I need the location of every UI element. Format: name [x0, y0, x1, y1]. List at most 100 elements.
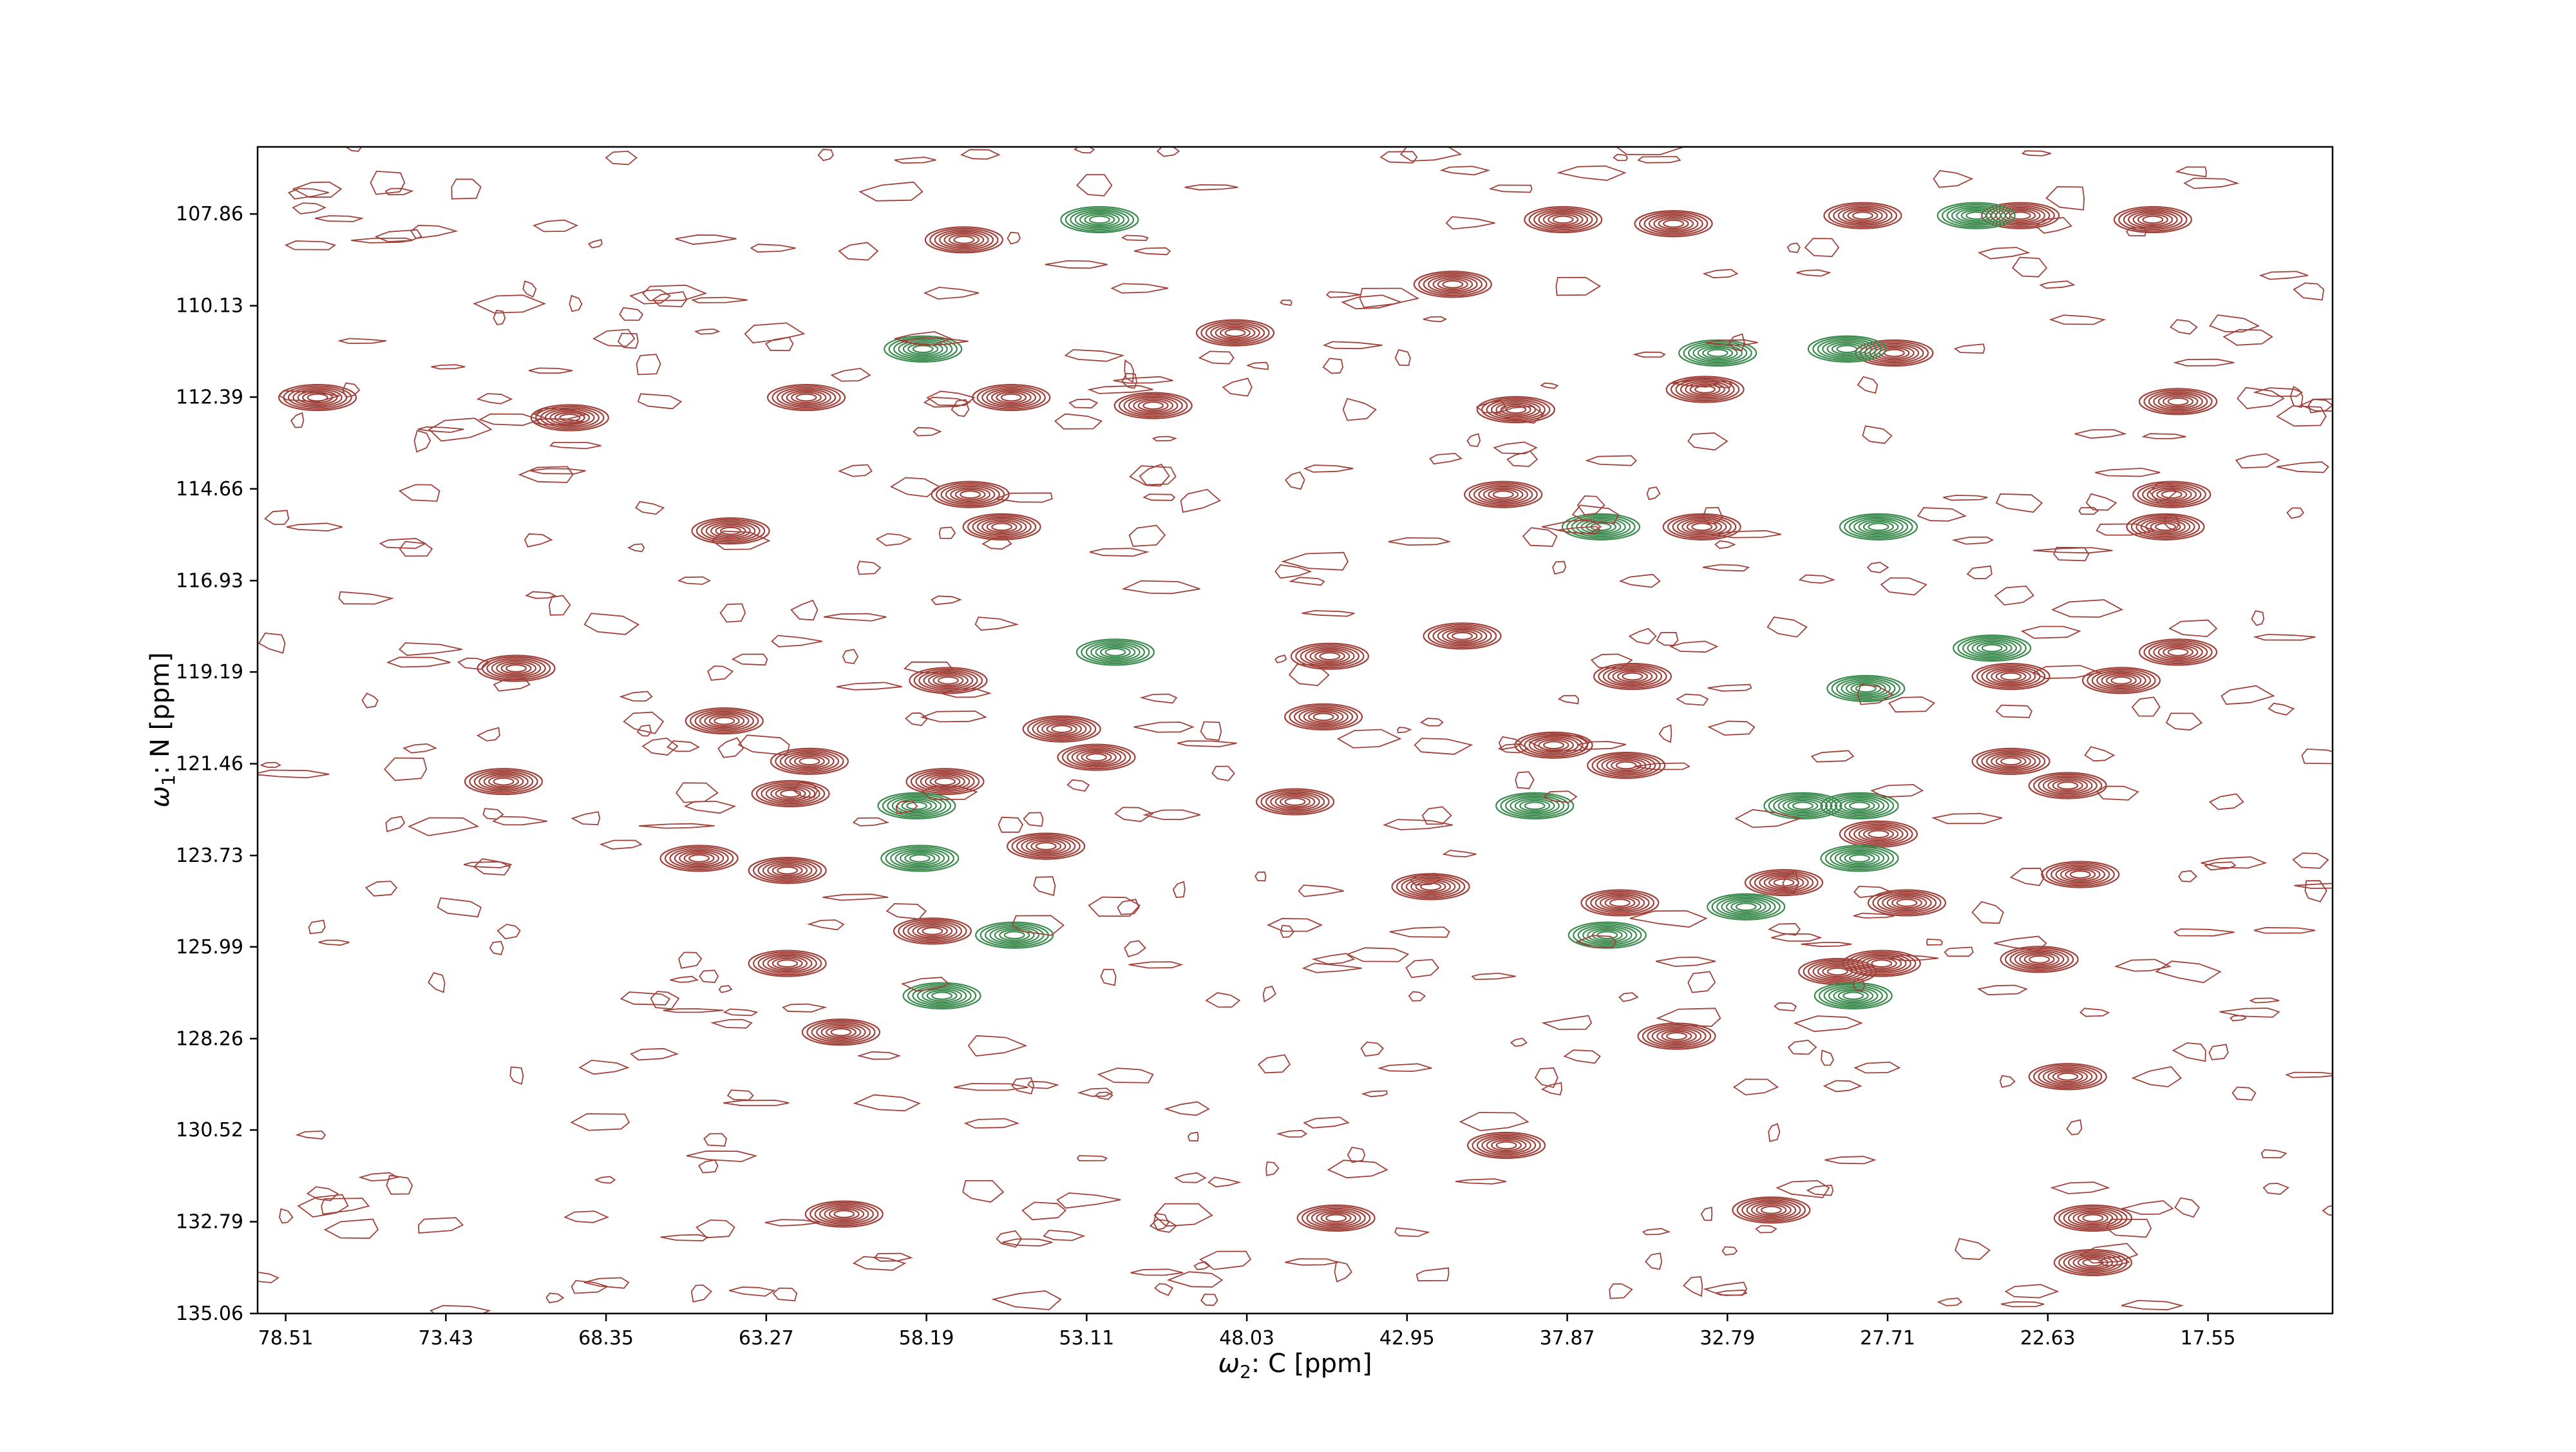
contour-level	[2081, 667, 2161, 694]
noise-contour	[1618, 573, 1661, 588]
contour-level	[909, 667, 988, 694]
positive-peak	[770, 747, 849, 775]
noise-contour	[2183, 177, 2240, 189]
positive-peak	[1524, 205, 1603, 234]
contour-level	[1593, 662, 1672, 691]
positive-peak	[1466, 1131, 1546, 1160]
contour-level	[2028, 772, 2107, 799]
contour-level	[2032, 773, 2103, 798]
noise-contour	[962, 1180, 1005, 1203]
contour-level	[1095, 644, 1136, 660]
noise-contour	[903, 661, 954, 674]
noise-contour	[1951, 536, 1994, 545]
contour-level	[2072, 1210, 2114, 1226]
contour-level	[1826, 967, 1848, 976]
contour-level	[962, 513, 1041, 540]
noise-contour	[318, 939, 350, 946]
contour-level	[902, 341, 943, 357]
positive-peak	[1744, 868, 1824, 897]
noise-contour	[2293, 282, 2325, 301]
noise-contour	[1687, 971, 1716, 993]
contour-level	[1142, 401, 1164, 410]
contour-level	[1828, 986, 1879, 1005]
contour-level	[1602, 665, 1663, 687]
noise-contour	[1360, 1041, 1385, 1057]
noise-contour	[1302, 610, 1355, 617]
contour-level	[1088, 215, 1110, 224]
noise-contour	[1493, 405, 1545, 424]
positive-peak	[530, 404, 609, 432]
contour-level	[2148, 642, 2208, 663]
noise-contour	[365, 881, 398, 897]
noise-contour	[2095, 468, 2161, 477]
contour-level	[1309, 649, 1350, 664]
contour-level	[1495, 792, 1575, 819]
noise-contour	[308, 919, 326, 935]
noise-contour	[836, 682, 902, 691]
noise-contour	[321, 1198, 370, 1215]
noise-contour	[1590, 653, 1633, 669]
contour-level	[999, 929, 1030, 941]
contour-level	[1981, 665, 2041, 687]
y-tick-label: 132.79	[176, 1211, 243, 1234]
positive-peak	[1476, 396, 1555, 423]
x-tick-label: 68.35	[578, 1327, 634, 1350]
noise-contour	[1280, 924, 1294, 939]
contour-level	[1658, 218, 1689, 230]
noise-contour	[1880, 577, 1927, 596]
noise-contour	[1637, 156, 1681, 164]
noise-contour	[564, 1210, 609, 1223]
noise-contour	[384, 757, 428, 781]
noise-contour	[617, 332, 639, 349]
negative-peak	[1953, 635, 2032, 662]
noise-contour	[711, 530, 771, 550]
contour-level	[674, 849, 724, 868]
contour-level	[830, 1027, 852, 1036]
contour-level	[1830, 848, 1889, 869]
noise-contour	[2201, 856, 2268, 869]
contour-level	[775, 749, 844, 774]
positive-peak	[1587, 751, 1666, 779]
contour-level	[789, 754, 830, 769]
contour-level	[1505, 405, 1527, 414]
contour-level	[994, 928, 1035, 943]
noise-contour	[1208, 1176, 1242, 1188]
contour-level	[473, 770, 534, 792]
contour-level	[1822, 966, 1853, 978]
contour-level	[1308, 711, 1340, 723]
contour-level	[795, 393, 817, 402]
noise-contour	[1066, 779, 1090, 792]
contour-level	[1533, 738, 1574, 753]
contour-level	[1877, 892, 1937, 913]
contour-level	[1041, 721, 1083, 737]
contour-level	[1773, 795, 1833, 817]
noise-contour	[2155, 960, 2222, 984]
noise-contour	[1768, 1123, 1781, 1143]
contour-level	[1711, 895, 1781, 919]
noise-contour	[974, 616, 1019, 631]
noise-contour	[1074, 147, 1095, 154]
noise-contour	[1114, 807, 1154, 823]
contour-level	[694, 710, 754, 732]
contour-level	[685, 707, 764, 735]
contour-level	[1634, 210, 1713, 238]
contour-level	[1833, 988, 1874, 1004]
noise-contour	[1027, 1080, 1060, 1089]
noise-contour	[1288, 664, 1330, 687]
positive-peak	[2113, 205, 2192, 234]
y-tick-label: 119.19	[176, 661, 243, 683]
contour-level	[1205, 322, 1265, 343]
y-tick-label: 123.73	[176, 845, 243, 867]
noise-contour	[489, 941, 504, 955]
noise-contour	[2178, 870, 2198, 883]
noise-contour	[370, 170, 406, 195]
noise-contour	[1205, 992, 1241, 1008]
y-tick-label: 128.26	[176, 1027, 243, 1050]
noise-contour	[1632, 351, 1666, 358]
contour-level	[1464, 481, 1543, 508]
noise-contour	[1405, 959, 1439, 979]
noise-contour	[492, 816, 547, 826]
noise-contour	[729, 1286, 776, 1297]
noise-contour	[528, 367, 573, 374]
contour-level	[1519, 799, 1551, 812]
